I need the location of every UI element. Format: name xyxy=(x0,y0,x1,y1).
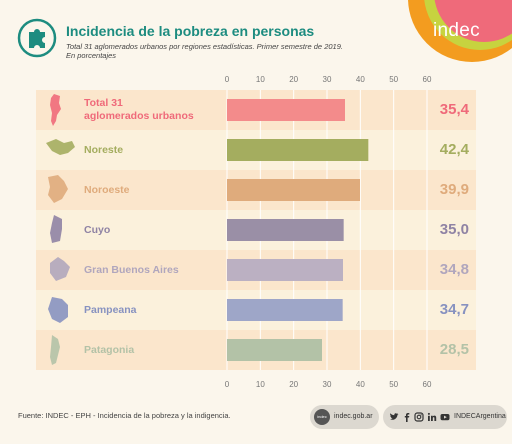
category-label: Total 31 aglomerados urbanos xyxy=(84,97,194,123)
gran-buenos-aires-map-icon xyxy=(50,257,70,281)
x-tick-label: 60 xyxy=(422,75,432,84)
twitter-icon[interactable] xyxy=(389,412,399,422)
facebook-icon[interactable] xyxy=(402,412,412,422)
pampeana-map-icon xyxy=(48,297,68,323)
x-tick-label: 20 xyxy=(289,75,299,84)
category-label: Pampeana xyxy=(84,304,137,317)
value-label: 35,0 xyxy=(439,221,469,238)
x-tick-label: 10 xyxy=(255,75,265,84)
x-tick-label: 50 xyxy=(389,380,399,389)
value-label: 34,7 xyxy=(439,301,469,318)
category-label: Noroeste xyxy=(84,184,130,197)
brand-name: indec xyxy=(433,20,480,41)
x-tick-label: 40 xyxy=(355,380,365,389)
source-note: Fuente: INDEC - EPH - Incidencia de la p… xyxy=(18,411,231,420)
category-label-line: aglomerados urbanos xyxy=(84,110,194,122)
category-label-line: Noreste xyxy=(84,143,124,156)
website-label: indec.gob.ar xyxy=(334,413,373,420)
category-label-line: Gran Buenos Aires xyxy=(84,263,179,276)
noroeste-map-icon xyxy=(48,175,68,203)
patagonia-map-icon xyxy=(50,335,60,365)
x-tick-label: 40 xyxy=(355,75,365,84)
instagram-icon[interactable] xyxy=(414,412,424,422)
noreste-map-icon xyxy=(46,139,75,155)
bar xyxy=(227,219,344,241)
value-label: 34,8 xyxy=(439,261,469,278)
website-link[interactable]: indec indec.gob.ar xyxy=(310,405,379,429)
category-label-line: Pampeana xyxy=(84,303,137,316)
value-label: 35,4 xyxy=(439,101,469,118)
indec-round-logo: indec xyxy=(314,409,330,425)
value-label: 42,4 xyxy=(439,141,469,158)
bar xyxy=(227,259,343,281)
youtube-icon[interactable] xyxy=(440,412,450,422)
category-label: Noreste xyxy=(84,144,123,157)
x-tick-label: 0 xyxy=(224,75,230,84)
chart-subtitle: Total 31 aglomerados urbanos por regione… xyxy=(66,42,396,60)
x-tick-label: 20 xyxy=(289,380,299,389)
category-label: Patagonia xyxy=(84,344,134,357)
x-tick-label: 0 xyxy=(224,380,230,389)
x-tick-label: 30 xyxy=(322,75,332,84)
category-label-line: Cuyo xyxy=(84,223,111,236)
indec-logo xyxy=(408,0,512,62)
chart-title: Incidencia de la pobreza en personas xyxy=(66,23,315,39)
value-label: 39,9 xyxy=(439,181,469,198)
social-links[interactable]: INDECArgentina xyxy=(383,405,507,429)
category-label: Cuyo xyxy=(84,224,110,237)
category-label-line: Noroeste xyxy=(84,183,130,196)
x-tick-label: 30 xyxy=(322,380,332,389)
bar xyxy=(227,299,343,321)
linkedin-icon[interactable] xyxy=(427,412,437,422)
puzzle-piece-icon xyxy=(17,18,57,58)
category-label-line: Total 31 xyxy=(84,97,123,109)
cuyo-map-icon xyxy=(50,215,62,243)
bar xyxy=(227,139,369,161)
x-tick-label: 50 xyxy=(389,75,399,84)
social-handle: INDECArgentina xyxy=(454,413,506,420)
x-tick-label: 60 xyxy=(422,380,432,389)
bar xyxy=(227,339,322,361)
x-axis-bottom: 0 10 20 30 40 50 60 xyxy=(0,380,512,392)
bar xyxy=(227,179,360,201)
x-axis-top: 0 10 20 30 40 50 60 xyxy=(0,75,512,87)
argentina-map-icon xyxy=(50,94,61,126)
category-label: Gran Buenos Aires xyxy=(84,264,179,277)
bar xyxy=(227,99,345,121)
category-label-line: Patagonia xyxy=(84,343,135,356)
x-tick-label: 10 xyxy=(255,380,265,389)
subtitle-line: En porcentajes xyxy=(66,51,117,60)
value-label: 28,5 xyxy=(439,341,469,358)
subtitle-line: Total 31 aglomerados urbanos por regione… xyxy=(66,42,343,51)
